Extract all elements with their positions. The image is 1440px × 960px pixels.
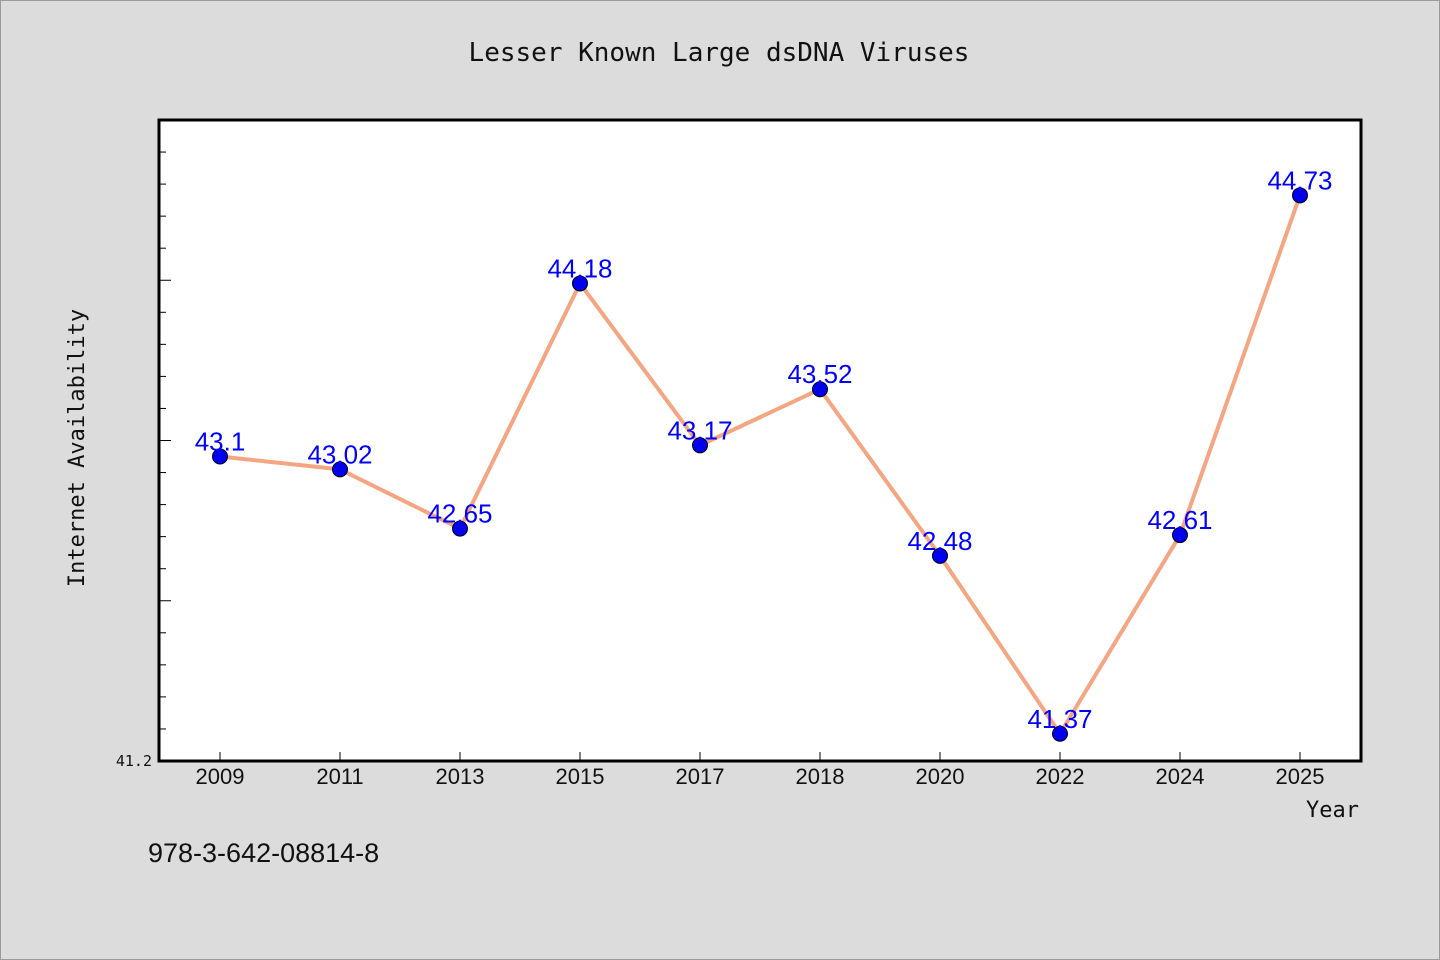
data-label: 43.52 xyxy=(787,359,852,389)
x-tick-label: 2011 xyxy=(316,764,363,789)
data-point xyxy=(812,381,828,398)
x-tick-label: 2009 xyxy=(196,764,245,789)
data-point xyxy=(212,448,228,465)
data-label: 41.37 xyxy=(1027,704,1092,734)
data-label: 43.1 xyxy=(195,427,246,457)
y-axis-label: Internet Availability xyxy=(65,309,90,587)
x-tick-label: 2024 xyxy=(1156,764,1205,789)
data-label: 44.73 xyxy=(1267,165,1332,195)
x-tick-label: 2015 xyxy=(556,764,605,789)
data-point xyxy=(932,547,948,564)
x-tick-label: 2022 xyxy=(1036,764,1085,789)
data-label: 43.17 xyxy=(667,415,732,445)
data-label: 44.18 xyxy=(547,253,612,283)
data-point xyxy=(332,461,348,478)
data-label: 42.48 xyxy=(907,526,972,556)
data-label: 42.61 xyxy=(1147,505,1212,535)
y-tick-label: 41.2 xyxy=(116,752,152,770)
y-axis-ticks: 41.2 xyxy=(116,151,171,770)
data-label: 42.65 xyxy=(427,499,492,529)
data-point xyxy=(452,520,468,537)
x-axis-label: Year xyxy=(1306,798,1359,823)
x-tick-label: 2018 xyxy=(796,764,845,789)
data-point xyxy=(692,437,708,454)
chart-title: Lesser Known Large dsDNA Viruses xyxy=(469,38,970,68)
isbn-text: 978-3-642-08814-8 xyxy=(148,838,379,868)
series-line xyxy=(219,194,1302,736)
data-point xyxy=(572,275,588,292)
x-axis-ticks: 2009 2011 2013 2015 2017 2018 2020 2022 2024 2025 xyxy=(196,752,1325,789)
series-layer: 43.1 43.02 42.65 44.18 43.17 43.52 42.48 41.37 4… xyxy=(195,165,1333,742)
data-point xyxy=(1172,527,1188,544)
data-label: 43.02 xyxy=(307,439,372,469)
x-tick-label: 2017 xyxy=(676,764,725,789)
x-tick-label: 2013 xyxy=(436,764,485,789)
data-point xyxy=(1292,187,1308,204)
plot-area xyxy=(157,118,1363,763)
x-tick-label: 2025 xyxy=(1276,764,1325,789)
x-tick-label: 2020 xyxy=(916,764,965,789)
data-point xyxy=(1052,725,1068,742)
